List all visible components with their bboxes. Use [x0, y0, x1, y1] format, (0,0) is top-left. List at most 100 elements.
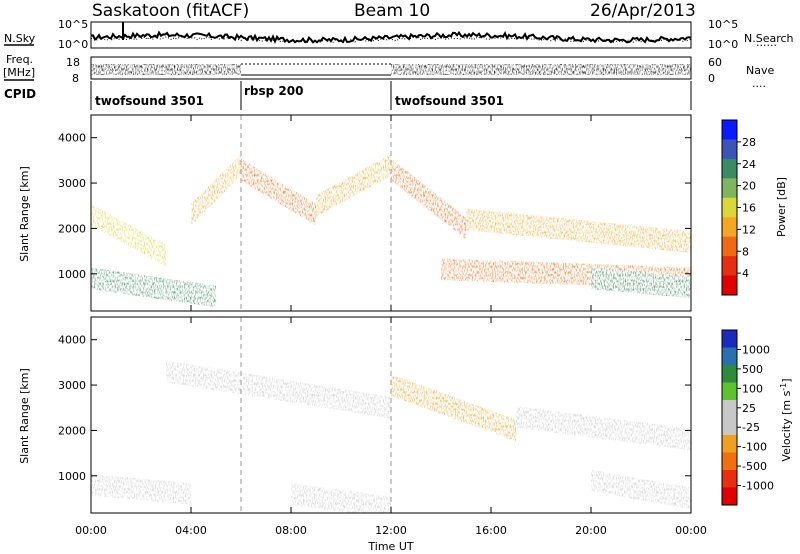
velocity-colorbar-label: Velocity [m s-1] [779, 378, 793, 461]
velocity-ytick-label-3: 1000 [58, 470, 86, 483]
power-colorbar-label: Power [dB] [775, 177, 788, 237]
nsearch-label: N.Search [744, 32, 794, 45]
date-label: 26/Apr/2013 [590, 1, 696, 21]
velocity-band-0 [91, 474, 191, 505]
nave-label: Nave [746, 64, 774, 77]
velocity-ylabel: Slant Range [km] [18, 368, 31, 464]
power-cbar-seg-1 [722, 139, 737, 160]
freq-panel: 18 8 60 0 Freq. [MHz] Nave ···· [3, 53, 774, 93]
freq-block-3 [391, 64, 691, 75]
velocity-band-2 [391, 374, 516, 442]
power-cbar-seg-2 [722, 158, 737, 179]
velocity-cbar-seg-2 [722, 365, 737, 383]
cpid-segment-2: rbsp 200 [244, 84, 303, 98]
time-axis-label: Time UT [367, 540, 413, 553]
nave-legend-dots: ···· [752, 80, 766, 93]
noise-sky-trace [90, 30, 692, 44]
power-cbar-label-6: 4 [742, 267, 749, 280]
power-cbar-seg-5 [722, 217, 737, 238]
cpid-segment-1: twofsound 3501 [95, 94, 204, 108]
power-cbar-seg-7 [722, 256, 737, 277]
time-tick-label-0: 00:00 [75, 524, 107, 537]
power-data [91, 154, 691, 308]
time-tick-label-4: 16:00 [475, 524, 507, 537]
freq-unit-label: [MHz] [3, 66, 35, 79]
nsearch-legend-dots: ······ [756, 39, 777, 52]
velocity-ytick-label-2: 2000 [58, 424, 86, 437]
noise-panel: 10^5 10^0 10^5 10^0 N.Sky N.Search ·····… [4, 18, 794, 52]
time-tick-label-3: 12:00 [375, 524, 407, 537]
velocity-cbar-seg-9 [722, 487, 737, 506]
velocity-colorbar: 1000 500 100 25 -25 -100 -500 -1000 Velocity [m… [721, 329, 793, 506]
power-cbar-seg-8 [722, 275, 737, 296]
freq-left-tick-top: 18 [66, 56, 80, 69]
power-cbar-seg-4 [722, 197, 737, 218]
freq-left-tick-bottom: 8 [72, 72, 79, 85]
beam-label: Beam 10 [354, 1, 430, 21]
velocity-cbar-label-5: -100 [742, 441, 767, 454]
velocity-band-4 [291, 483, 391, 513]
velocity-cbar-seg-5 [722, 417, 737, 436]
velocity-band-5 [591, 469, 691, 510]
velocity-cbar-seg-7 [722, 452, 737, 471]
cpid-row: CPID twofsound 3501 rbsp 200 twofsound 3… [4, 81, 692, 110]
velocity-ytick-label-1: 3000 [58, 379, 86, 392]
noise-right-tick-top: 10^5 [708, 18, 738, 31]
freq-block-1 [91, 64, 241, 75]
power-cbar-label-1: 24 [742, 158, 756, 171]
velocity-cbar-label-3: 25 [742, 402, 756, 415]
power-band-4 [316, 154, 391, 217]
velocity-band-3 [516, 406, 691, 451]
cpid-segment-3: twofsound 3501 [395, 94, 504, 108]
power-band-3 [241, 158, 316, 226]
power-cbar-label-4: 12 [742, 223, 756, 236]
power-band-2 [191, 154, 241, 226]
velocity-cbar-seg-3 [722, 382, 737, 401]
cpid-label: CPID [4, 87, 36, 101]
power-band-1 [91, 267, 216, 308]
freq-label: Freq. [6, 53, 33, 66]
freq-right-tick-bottom: 0 [708, 72, 715, 85]
power-band-0 [91, 204, 166, 267]
power-colorbar: 28 24 20 16 12 8 4 Power [dB] [721, 119, 788, 296]
velocity-cbar-label-6: -500 [742, 460, 767, 473]
power-band-6 [466, 208, 691, 253]
power-ylabel: Slant Range [km] [18, 166, 31, 262]
noise-left-tick-bottom: 10^0 [58, 38, 88, 51]
power-ytick-label-1: 3000 [58, 177, 86, 190]
power-ytick-label-3: 1000 [58, 268, 86, 281]
velocity-cbar-label-0: 1000 [742, 343, 770, 356]
velocity-cbar-label-7: -1000 [742, 480, 774, 493]
power-band-8 [591, 267, 691, 299]
site-title: Saskatoon (fitACF) [92, 1, 249, 21]
power-ytick-label-0: 4000 [58, 132, 86, 145]
power-cbar-seg-0 [722, 120, 737, 140]
velocity-data [91, 360, 691, 513]
velocity-cbar-seg-0 [722, 330, 737, 348]
time-tick-label-1: 04:00 [175, 524, 207, 537]
velocity-cbar-label-4: -25 [742, 421, 760, 434]
freq-right-tick-top: 60 [708, 56, 722, 69]
power-cbar-label-2: 20 [742, 180, 756, 193]
velocity-cbar-label-1: 500 [742, 363, 763, 376]
velocity-panel: 4000 3000 2000 1000 Slant Range [km] [18, 316, 692, 514]
power-cbar-seg-6 [722, 236, 737, 257]
velocity-cbar-label-2: 100 [742, 382, 763, 395]
nsky-label: N.Sky [4, 32, 36, 45]
noise-right-tick-bottom: 10^0 [708, 38, 738, 51]
power-cbar-label-0: 28 [742, 136, 756, 149]
velocity-cbar-seg-4 [722, 400, 737, 418]
velocity-cbar-seg-8 [722, 470, 737, 488]
power-ytick-label-2: 2000 [58, 222, 86, 235]
time-tick-label-5: 20:00 [575, 524, 607, 537]
velocity-cbar-seg-1 [722, 347, 737, 366]
power-cbar-label-3: 16 [742, 202, 756, 215]
power-cbar-label-5: 8 [742, 245, 749, 258]
velocity-band-1 [166, 360, 391, 419]
time-tick-label-2: 08:00 [275, 524, 307, 537]
noise-left-tick-top: 10^5 [58, 18, 88, 31]
velocity-cbar-seg-6 [722, 435, 737, 453]
velocity-ytick-label-0: 4000 [58, 334, 86, 347]
power-cbar-seg-3 [722, 178, 737, 199]
